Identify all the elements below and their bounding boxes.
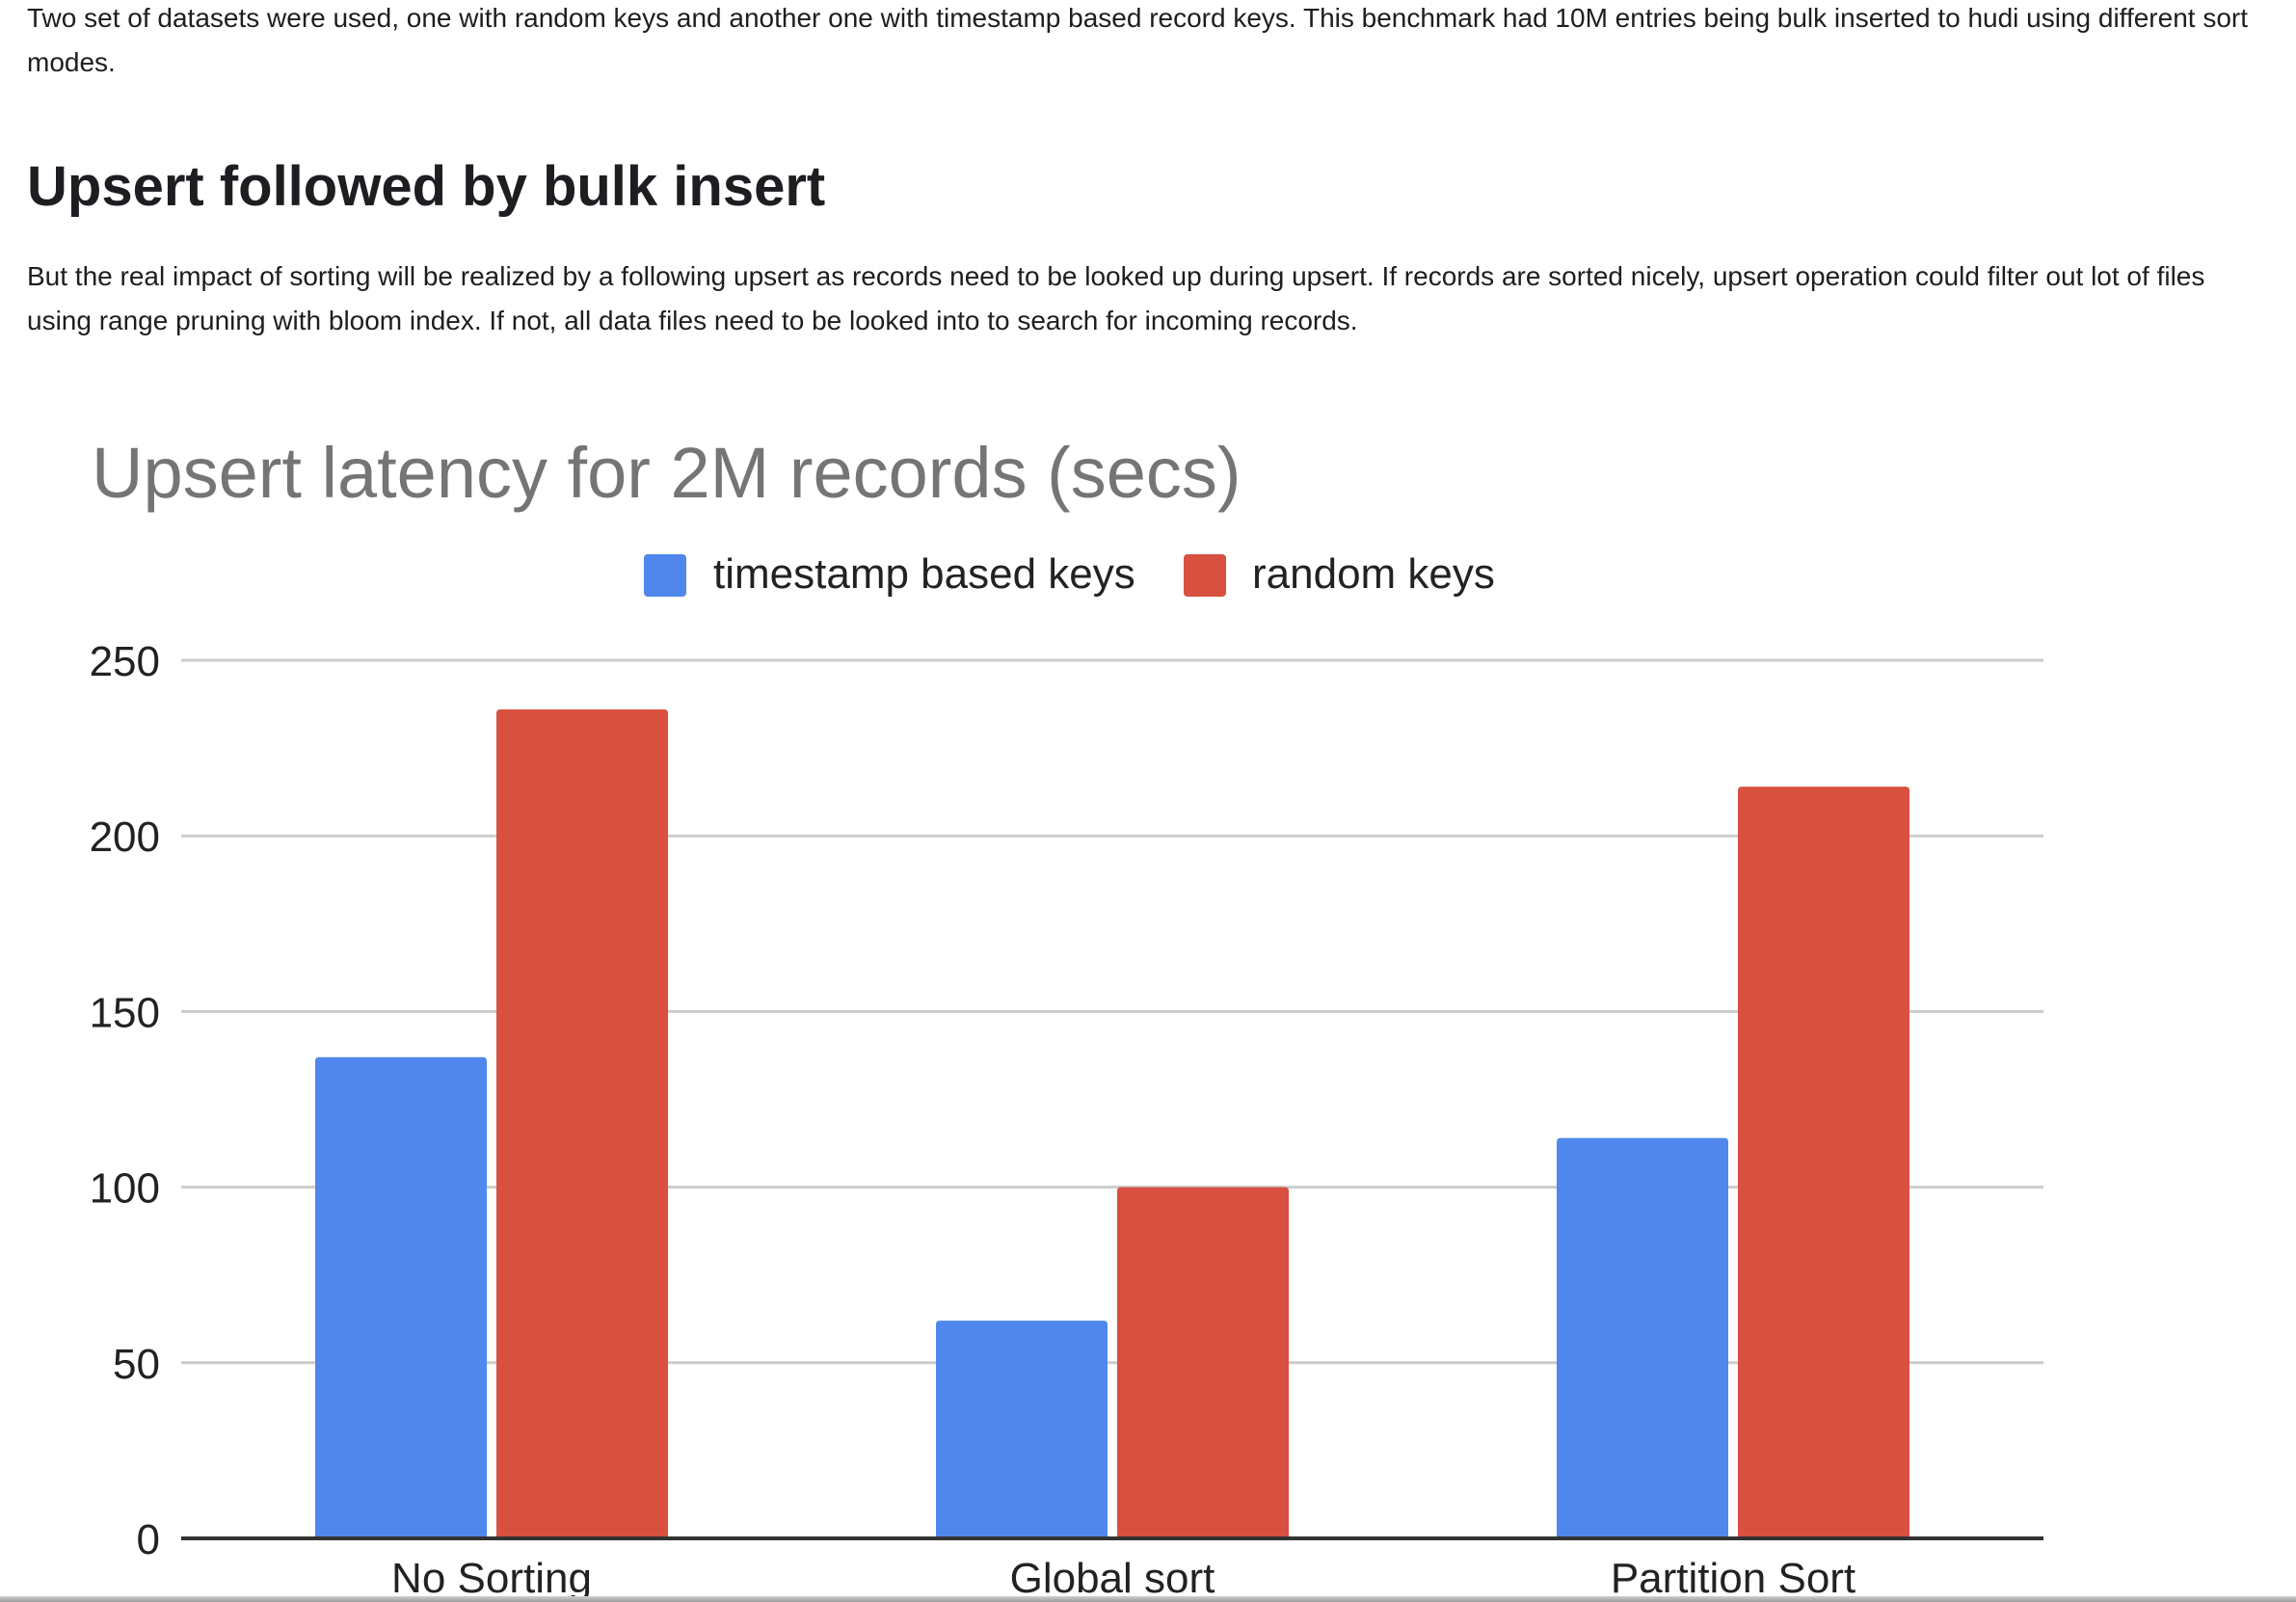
window-bottom-edge [0,1596,2296,1602]
y-tick-label: 50 [113,1341,160,1388]
y-tick-label: 0 [137,1516,160,1563]
y-tick-label: 100 [90,1165,160,1213]
bar-timestamp-no-sorting [315,1056,487,1538]
section-heading: Upsert followed by bulk insert [27,155,826,218]
legend-label-random: random keys [1252,550,1495,598]
x-category-label: Partition Sort [1611,1555,1855,1602]
bar-random-global-sort [1117,1187,1289,1538]
chart-title: Upsert latency for 2M records (secs) [92,433,1241,513]
chart-bars [181,709,2043,1540]
legend-swatch-timestamp [644,554,686,597]
x-category-label: Global sort [1010,1555,1215,1602]
x-category-label: No Sorting [391,1555,592,1602]
bar-timestamp-partition-sort [1557,1137,1728,1538]
x-axis-categories: No Sorting Global sort Partition Sort [391,1555,1855,1602]
y-axis-ticks: 0 50 100 150 200 250 [90,638,160,1563]
section-paragraph: But the real impact of sorting will be r… [27,261,2205,335]
y-tick-label: 150 [90,989,160,1036]
bar-timestamp-global-sort [936,1321,1108,1538]
chart-canvas: Upsert latency for 2M records (secs) tim… [90,433,2043,1602]
y-tick-label: 250 [90,638,160,685]
bar-random-no-sorting [496,709,668,1538]
chart-legend: timestamp based keys random keys [644,550,1495,598]
upsert-latency-chart: Upsert latency for 2M records (secs) tim… [0,405,2296,1602]
legend-swatch-random [1184,554,1226,597]
bar-random-partition-sort [1738,787,1909,1538]
y-tick-label: 200 [90,814,160,861]
legend-label-timestamp: timestamp based keys [713,550,1135,598]
intro-paragraph: Two set of datasets were used, one with … [27,3,2249,77]
chart-gridlines [181,658,2043,1365]
